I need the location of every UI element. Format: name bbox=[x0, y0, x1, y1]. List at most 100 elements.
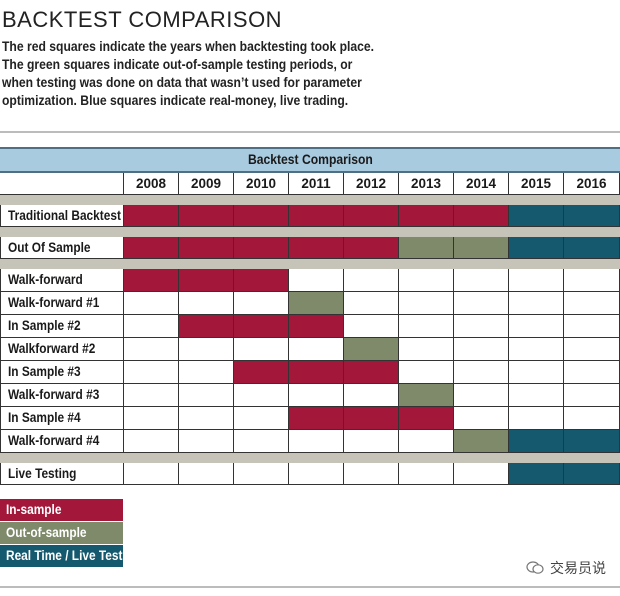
cell-2015-empty bbox=[509, 292, 564, 315]
chat-bubble-icon bbox=[526, 561, 544, 574]
group-separator bbox=[0, 195, 620, 205]
cell-2008-I bbox=[124, 205, 179, 227]
cell-2011-I bbox=[289, 205, 344, 227]
cell-2016-L bbox=[564, 237, 620, 259]
cell-2009-empty bbox=[179, 384, 234, 407]
cell-2010-I bbox=[234, 205, 289, 227]
cell-2015-empty bbox=[509, 361, 564, 384]
cell-2010-empty bbox=[234, 407, 289, 430]
cell-2010-I bbox=[234, 361, 289, 384]
cell-2013-empty bbox=[399, 338, 454, 361]
legend-item-O: Out-of-sample bbox=[0, 522, 123, 544]
row-label: In Sample #2 bbox=[0, 315, 124, 338]
cell-2011-I bbox=[289, 361, 344, 384]
cell-2008-empty bbox=[124, 463, 179, 485]
year-header-2010: 2010 bbox=[234, 173, 289, 195]
year-header-2009: 2009 bbox=[179, 173, 234, 195]
cell-2008-empty bbox=[124, 315, 179, 338]
bottom-divider bbox=[0, 586, 620, 588]
cell-2012-I bbox=[344, 237, 399, 259]
cell-2016-empty bbox=[564, 292, 620, 315]
year-header-2008: 2008 bbox=[124, 173, 179, 195]
table-row: In Sample #3 bbox=[0, 361, 620, 384]
cell-2012-empty bbox=[344, 315, 399, 338]
cell-2013-empty bbox=[399, 315, 454, 338]
cell-2010-empty bbox=[234, 463, 289, 485]
cell-2009-I bbox=[179, 315, 234, 338]
year-header-row: 2008 2009 2010 2011 2012 2013 2014 2015 2016 bbox=[0, 173, 620, 195]
row-label: Walkforward #2 bbox=[0, 338, 124, 361]
cell-2014-empty bbox=[454, 315, 509, 338]
cell-2016-L bbox=[564, 430, 620, 453]
cell-2013-empty bbox=[399, 292, 454, 315]
cell-2014-O bbox=[454, 430, 509, 453]
cell-2008-I bbox=[124, 269, 179, 292]
cell-2013-O bbox=[399, 237, 454, 259]
cell-2009-empty bbox=[179, 292, 234, 315]
cell-2008-empty bbox=[124, 292, 179, 315]
cell-2009-I bbox=[179, 205, 234, 227]
cell-2012-empty bbox=[344, 292, 399, 315]
cell-2012-empty bbox=[344, 384, 399, 407]
table-row: Walk-forward bbox=[0, 269, 620, 292]
cell-2008-I bbox=[124, 237, 179, 259]
cell-2013-empty bbox=[399, 463, 454, 485]
cell-2014-empty bbox=[454, 269, 509, 292]
cell-2012-empty bbox=[344, 430, 399, 453]
cell-2015-empty bbox=[509, 407, 564, 430]
row-label: In Sample #3 bbox=[0, 361, 124, 384]
cell-2009-empty bbox=[179, 407, 234, 430]
cell-2008-empty bbox=[124, 361, 179, 384]
row-label: Walk-forward #1 bbox=[0, 292, 124, 315]
cell-2009-I bbox=[179, 237, 234, 259]
cell-2009-empty bbox=[179, 338, 234, 361]
table-row: Walk-forward #4 bbox=[0, 430, 620, 453]
cell-2011-empty bbox=[289, 384, 344, 407]
table-row: Traditional Backtest bbox=[0, 205, 620, 227]
cell-2011-I bbox=[289, 315, 344, 338]
cell-2013-I bbox=[399, 407, 454, 430]
cell-2014-empty bbox=[454, 338, 509, 361]
table-row: Live Testing bbox=[0, 463, 620, 485]
cell-2011-I bbox=[289, 407, 344, 430]
cell-2011-empty bbox=[289, 269, 344, 292]
cell-2009-I bbox=[179, 269, 234, 292]
cell-2011-empty bbox=[289, 338, 344, 361]
cell-2014-O bbox=[454, 237, 509, 259]
cell-2011-empty bbox=[289, 430, 344, 453]
cell-2016-empty bbox=[564, 361, 620, 384]
backtest-table: Backtest Comparison 2008 2009 2010 2011 2012… bbox=[0, 147, 620, 485]
cell-2015-empty bbox=[509, 338, 564, 361]
cell-2011-empty bbox=[289, 463, 344, 485]
cell-2015-empty bbox=[509, 315, 564, 338]
group-separator bbox=[0, 453, 620, 463]
description: The red squares indicate the years when … bbox=[2, 39, 375, 108]
cell-2014-empty bbox=[454, 384, 509, 407]
cell-2010-I bbox=[234, 237, 289, 259]
cell-2012-I bbox=[344, 407, 399, 430]
row-label: Walk-forward #4 bbox=[0, 430, 124, 453]
cell-2011-I bbox=[289, 237, 344, 259]
cell-2012-I bbox=[344, 361, 399, 384]
group-separator bbox=[0, 259, 620, 269]
year-header-2011: 2011 bbox=[289, 173, 344, 195]
cell-2016-L bbox=[564, 205, 620, 227]
row-label: Walk-forward bbox=[0, 269, 124, 292]
table-row: Walkforward #2 bbox=[0, 338, 620, 361]
cell-2015-L bbox=[509, 430, 564, 453]
row-label: In Sample #4 bbox=[0, 407, 124, 430]
row-label: Walk-forward #3 bbox=[0, 384, 124, 407]
cell-2012-empty bbox=[344, 463, 399, 485]
group-separator bbox=[0, 227, 620, 237]
cell-2010-empty bbox=[234, 292, 289, 315]
cell-2014-empty bbox=[454, 361, 509, 384]
cell-2008-empty bbox=[124, 384, 179, 407]
cell-2016-empty bbox=[564, 407, 620, 430]
cell-2014-I bbox=[454, 205, 509, 227]
cell-2014-empty bbox=[454, 463, 509, 485]
cell-2012-O bbox=[344, 338, 399, 361]
cell-2008-empty bbox=[124, 407, 179, 430]
cell-2015-L bbox=[509, 205, 564, 227]
cell-2010-empty bbox=[234, 384, 289, 407]
page-title: BACKTEST COMPARISON bbox=[2, 7, 283, 32]
